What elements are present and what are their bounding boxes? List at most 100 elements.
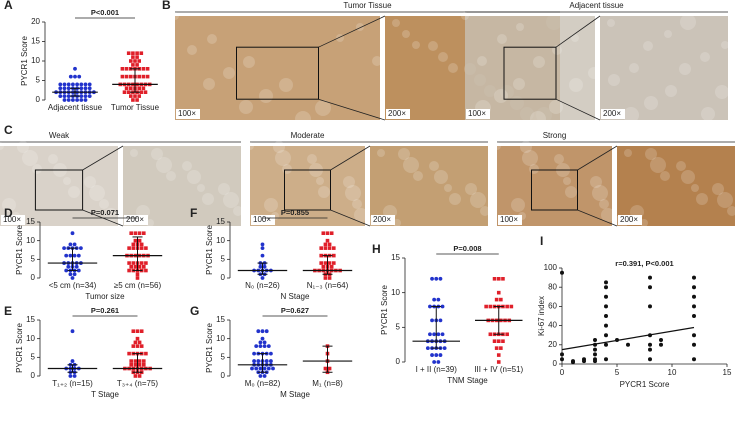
zoom-label: 100×	[178, 109, 196, 118]
texture	[32, 164, 42, 174]
dot	[258, 340, 263, 345]
dot	[68, 374, 73, 378]
dot	[438, 318, 443, 323]
point	[692, 314, 696, 318]
dot	[133, 265, 138, 269]
dot	[133, 59, 137, 63]
texture	[307, 154, 317, 164]
dot	[494, 346, 499, 350]
texture	[187, 45, 197, 55]
dot	[79, 246, 83, 251]
x-tick-label: N₀ (n=26)	[245, 281, 280, 290]
y-tick-label: 5	[31, 254, 36, 263]
zoom-label: 200×	[388, 109, 406, 118]
texture	[413, 171, 423, 181]
texture	[343, 176, 355, 188]
texture	[182, 161, 192, 171]
zoom-label: 200×	[603, 109, 621, 118]
dot	[430, 353, 434, 357]
dot	[135, 336, 140, 341]
dot	[250, 366, 254, 371]
dot	[62, 94, 67, 98]
dot	[436, 297, 441, 302]
dot	[494, 297, 499, 302]
y-tick-label: 0	[553, 359, 558, 368]
dot	[144, 268, 148, 273]
dot	[120, 74, 125, 79]
texture	[22, 150, 38, 166]
zoom-label-bg	[386, 109, 410, 119]
dot	[438, 353, 443, 357]
dot	[509, 304, 514, 309]
dot	[83, 94, 88, 98]
texture	[104, 208, 118, 222]
dot	[327, 242, 332, 247]
y-tick-label: 40	[548, 321, 557, 330]
x-tick-label: M₁ (n=8)	[312, 379, 343, 388]
texture	[233, 206, 243, 216]
dot	[87, 86, 92, 91]
texture	[449, 193, 461, 205]
dot	[499, 346, 503, 350]
dot	[70, 231, 75, 236]
texture	[223, 192, 239, 208]
zoom-label-bg	[176, 109, 200, 119]
dot	[264, 359, 269, 363]
texture	[645, 148, 657, 160]
texture	[494, 89, 508, 103]
dot	[71, 82, 75, 87]
texture	[166, 171, 176, 181]
texture	[403, 157, 419, 173]
dot	[131, 98, 135, 102]
x-tick-label: N₁₋₃ (n=64)	[307, 281, 349, 290]
dot	[62, 246, 66, 251]
dot	[484, 304, 488, 309]
point	[659, 338, 663, 342]
y-axis-label: PYCR1 Score	[380, 285, 389, 335]
point	[648, 347, 652, 352]
x-axis-label: N Stage	[281, 292, 310, 301]
p-value: P=0.261	[91, 306, 119, 315]
dot	[319, 246, 323, 250]
dot	[58, 94, 63, 98]
dot	[137, 59, 141, 63]
y-tick-label: 15	[216, 217, 225, 226]
dot	[319, 253, 323, 258]
dot	[144, 261, 148, 265]
dot	[135, 98, 139, 102]
dot	[124, 67, 129, 71]
dot	[135, 55, 139, 59]
p-value: P=0.008	[453, 244, 481, 253]
zoom-label-bg	[1, 215, 25, 225]
dot	[87, 82, 92, 87]
point	[648, 285, 652, 290]
dot	[120, 67, 125, 71]
dot	[329, 265, 334, 269]
zoom-label-bg	[498, 215, 522, 225]
panel-label: D	[4, 206, 13, 220]
point	[604, 280, 608, 285]
y-tick-label: 10	[216, 334, 225, 343]
dot	[496, 360, 501, 364]
dot	[142, 363, 146, 367]
dot	[139, 51, 144, 55]
dot	[133, 363, 138, 367]
micrograph	[175, 16, 380, 120]
micrograph	[123, 146, 241, 226]
texture	[461, 12, 469, 20]
point	[560, 270, 564, 275]
x-tick-label: 0	[560, 368, 565, 377]
dot	[260, 246, 265, 251]
dot	[133, 374, 138, 378]
y-tick-label: 0	[221, 273, 226, 282]
dot	[496, 277, 501, 281]
texture	[89, 185, 105, 201]
dot	[122, 90, 127, 94]
x-tick-label: ≥5 cm (n=56)	[114, 281, 162, 290]
point	[593, 359, 597, 364]
zoom-line	[577, 145, 618, 171]
dot	[430, 276, 434, 281]
texture	[434, 170, 448, 184]
dot	[139, 329, 144, 333]
dot	[129, 59, 133, 63]
